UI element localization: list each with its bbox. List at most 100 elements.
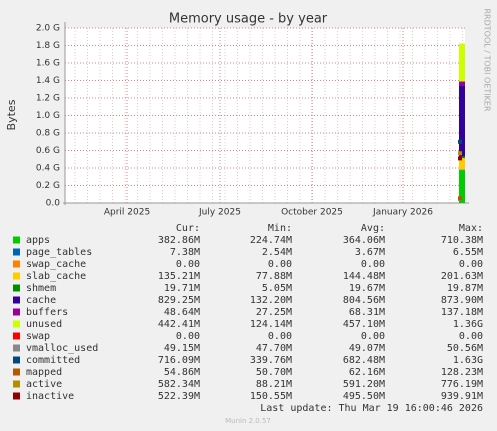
legend-entry: apps (26, 235, 50, 246)
stat-value: 382.86M (158, 235, 200, 246)
legend-swatch (13, 368, 20, 376)
stat-value: 5.05M (262, 283, 292, 294)
stat-value: 591.20M (343, 379, 385, 390)
stack-segment (459, 169, 465, 171)
stat-value: 3.67M (355, 247, 385, 258)
y-tick-label: 0.8 G (36, 129, 60, 139)
stat-value: 2.54M (262, 247, 292, 258)
stat-value: 0.00 (361, 331, 385, 342)
column-header: Min: (268, 223, 292, 234)
stat-value: 144.48M (343, 271, 385, 282)
legend-entry: slab_cache (26, 271, 86, 282)
legend-entry: shmem (26, 283, 56, 294)
stat-value: 0.00 (361, 259, 385, 270)
column-header: Max: (459, 223, 483, 234)
stat-value: 7.38M (170, 247, 200, 258)
y-tick-label: 1.2 G (36, 94, 60, 104)
line-point (458, 156, 462, 161)
legend-swatch (13, 344, 20, 352)
stat-value: 48.64M (164, 307, 200, 318)
stat-value: 710.38M (441, 235, 483, 246)
stat-value: 364.06M (343, 235, 385, 246)
legend-entry: unused (26, 319, 62, 330)
legend-entry: page_tables (26, 247, 92, 258)
stat-value: 88.21M (256, 379, 292, 390)
stack-segment (459, 81, 465, 86)
y-tick-label: 1.4 G (36, 76, 60, 86)
stat-value: 829.25M (158, 295, 200, 306)
legend-swatch (13, 296, 20, 304)
stat-value: 716.09M (158, 355, 200, 366)
column-header: Avg: (361, 223, 385, 234)
legend-entry: cache (26, 295, 56, 306)
stat-value: 62.16M (349, 367, 385, 378)
stat-value: 135.21M (158, 271, 200, 282)
legend-swatch (13, 320, 20, 328)
legend-swatch (13, 308, 20, 316)
legend-entry: committed (26, 355, 80, 366)
stack-segment (459, 85, 465, 157)
stat-value: 0.00 (176, 259, 200, 270)
stat-value: 0.00 (459, 331, 483, 342)
stat-value: 1.63G (453, 355, 483, 366)
x-tick-label: July 2025 (198, 208, 241, 218)
last-update: Last update: Thu Mar 19 16:00:46 2026 (260, 403, 483, 414)
version: Munin 2.0.57 (225, 417, 271, 425)
legend-swatch (13, 248, 20, 256)
y-tick-label: 0.0 (46, 199, 61, 209)
stack-segment (459, 158, 465, 170)
stat-value: 54.86M (164, 367, 200, 378)
stat-value: 19.71M (164, 283, 200, 294)
stat-value: 19.87M (447, 283, 483, 294)
stat-value: 582.34M (158, 379, 200, 390)
line-point (458, 151, 462, 156)
legend-entry: inactive (26, 391, 74, 402)
legend-swatch (13, 356, 20, 364)
stat-value: 682.48M (343, 355, 385, 366)
stat-value: 1.36G (453, 319, 483, 330)
stack-segment (459, 170, 465, 203)
y-tick-label: 2.0 G (36, 24, 60, 34)
legend-swatch (13, 380, 20, 388)
legend-entry: swap (26, 331, 50, 342)
legend-entry: swap_cache (26, 259, 86, 270)
stat-value: 68.31M (349, 307, 385, 318)
stat-value: 939.91M (441, 391, 483, 402)
stat-value: 49.15M (164, 343, 200, 354)
stat-value: 224.74M (250, 235, 292, 246)
y-tick-label: 0.6 G (36, 146, 60, 156)
legend-swatch (13, 260, 20, 268)
stat-value: 150.55M (250, 391, 292, 402)
stack-segment (459, 43, 465, 82)
stat-value: 137.18M (441, 307, 483, 318)
legend-swatch (13, 332, 20, 340)
stat-value: 339.76M (250, 355, 292, 366)
y-tick-label: 0.2 G (36, 181, 60, 191)
stat-value: 50.70M (256, 367, 292, 378)
x-tick-label: January 2026 (372, 208, 433, 218)
legend-swatch (13, 272, 20, 280)
stat-value: 457.10M (343, 319, 385, 330)
stat-value: 873.90M (441, 295, 483, 306)
stat-value: 201.63M (441, 271, 483, 282)
legend-swatch (13, 284, 20, 292)
stat-value: 442.41M (158, 319, 200, 330)
line-point (458, 196, 462, 201)
stat-value: 0.00 (176, 331, 200, 342)
stat-value: 776.19M (441, 379, 483, 390)
y-tick-label: 1.8 G (36, 41, 60, 51)
legend-swatch (13, 236, 20, 244)
line-point (458, 139, 462, 144)
stat-value: 0.00 (268, 331, 292, 342)
x-tick-label: April 2025 (104, 208, 150, 218)
column-header: Cur: (176, 223, 200, 234)
stat-value: 49.07M (349, 343, 385, 354)
stat-value: 0.00 (459, 259, 483, 270)
x-tick-label: October 2025 (281, 208, 343, 218)
stat-value: 77.88M (256, 271, 292, 282)
y-tick-label: 1.0 G (36, 111, 60, 121)
legend-entry: mapped (26, 367, 62, 378)
stat-value: 47.70M (256, 343, 292, 354)
stat-value: 132.20M (250, 295, 292, 306)
